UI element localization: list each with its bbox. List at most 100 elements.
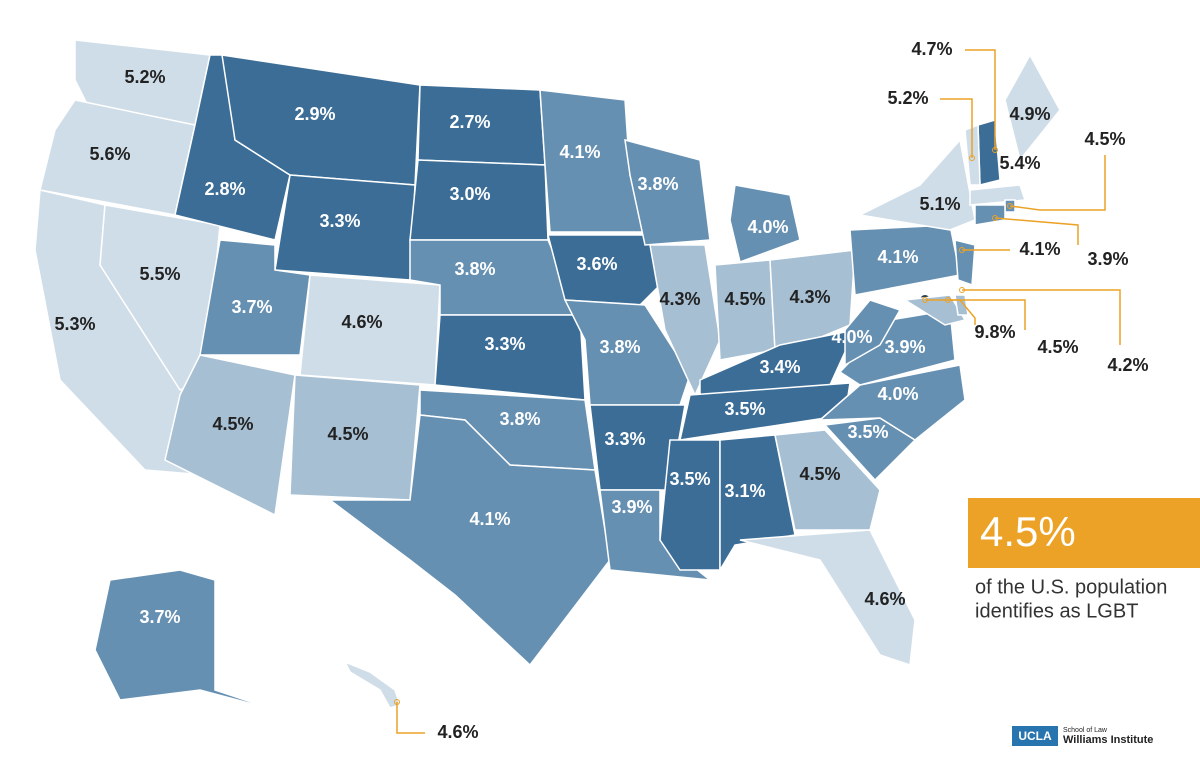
state-label: 3.9%: [611, 497, 652, 517]
leader-dot: [1007, 203, 1013, 209]
state-label: 4.3%: [659, 289, 700, 309]
state-label: 3.3%: [604, 429, 645, 449]
state-label: 3.7%: [231, 297, 272, 317]
summary-text: identifies as LGBT: [975, 600, 1138, 622]
state: [659, 439, 721, 571]
state-label: 2.9%: [294, 104, 335, 124]
state-label: 3.8%: [637, 174, 678, 194]
state: [977, 119, 1001, 186]
state-label: 4.0%: [747, 217, 788, 237]
state-label: 5.6%: [89, 144, 130, 164]
state-label: 4.5%: [212, 414, 253, 434]
state-label: 4.9%: [1009, 104, 1050, 124]
state-label: 4.1%: [877, 247, 918, 267]
state-label: 3.9%: [884, 337, 925, 357]
state-label: 4.2%: [1107, 355, 1148, 375]
state-label: 3.5%: [669, 469, 710, 489]
state: [902, 294, 967, 326]
state-label: 3.1%: [724, 481, 765, 501]
state-label: 3.3%: [484, 334, 525, 354]
state: [649, 244, 721, 397]
leader-dot: [922, 297, 928, 303]
state: [714, 259, 776, 361]
state: [969, 184, 1027, 206]
state-label: 5.4%: [999, 153, 1040, 173]
state-label: 4.1%: [1019, 239, 1060, 259]
state: [954, 294, 969, 316]
state: [729, 184, 801, 263]
state-label: 5.2%: [124, 67, 165, 87]
state-label: 3.8%: [499, 409, 540, 429]
state-label: 5.3%: [54, 314, 95, 334]
summary-text: of the U.S. population: [975, 576, 1167, 598]
state: [699, 328, 857, 396]
state-label: 3.3%: [319, 211, 360, 231]
leader-line: [925, 299, 976, 325]
state-label: 4.6%: [864, 589, 905, 609]
state-label: 4.3%: [789, 287, 830, 307]
state-label: 5.1%: [919, 194, 960, 214]
state-label: 9.8%: [974, 322, 1015, 342]
summary-value: 4.5%: [980, 508, 1076, 555]
state-label: 4.0%: [877, 384, 918, 404]
logo-box: [1012, 726, 1058, 746]
state-label: 4.1%: [559, 142, 600, 162]
state-label: 4.7%: [911, 39, 952, 59]
leader-line: [1009, 155, 1106, 211]
state: [857, 138, 976, 231]
state-label: 3.5%: [724, 399, 765, 419]
leader-line: [940, 98, 973, 158]
state-label: 2.7%: [449, 112, 490, 132]
leader-line: [396, 702, 425, 734]
state: [1004, 53, 1061, 162]
state-label: 4.5%: [799, 464, 840, 484]
leader-dot: [959, 287, 965, 293]
state-label: 4.6%: [437, 722, 478, 742]
state-label: 3.4%: [759, 357, 800, 377]
state-label: 4.5%: [1084, 129, 1125, 149]
state-label: 4.5%: [1037, 337, 1078, 357]
leader-line: [962, 289, 1121, 345]
leader-line: [965, 49, 996, 150]
state-label: 4.5%: [327, 424, 368, 444]
leader-line: [948, 299, 1026, 330]
state: [434, 314, 586, 401]
state-label: 2.8%: [204, 179, 245, 199]
state-label: 4.5%: [724, 289, 765, 309]
state-label: 4.6%: [341, 312, 382, 332]
state-label: 5.2%: [887, 88, 928, 108]
state: [39, 99, 196, 216]
leader-dot: [959, 247, 965, 253]
state-label: 3.6%: [576, 254, 617, 274]
leader-dot: [992, 147, 998, 153]
state: [547, 234, 666, 306]
state-label: 3.5%: [847, 422, 888, 442]
leader-dot: [394, 699, 400, 705]
logo-mark: UCLA: [1018, 729, 1052, 743]
summary-box: [968, 498, 1200, 568]
state-label: 4.0%: [831, 327, 872, 347]
state: [94, 569, 276, 711]
state-label: 5.5%: [139, 264, 180, 284]
state: [624, 138, 711, 246]
state-label: 3.7%: [139, 607, 180, 627]
state-label: 4.1%: [469, 509, 510, 529]
leader-dot: [945, 297, 951, 303]
state: [954, 239, 976, 287]
state: [774, 429, 881, 531]
leader-dot: [969, 155, 975, 161]
state-label: 3.8%: [599, 337, 640, 357]
state: [164, 354, 296, 517]
leader-dot: [992, 215, 998, 221]
state: [844, 299, 902, 367]
state: [974, 204, 1006, 226]
leader-line: [994, 217, 1079, 245]
logo-institute: Williams Institute: [1063, 734, 1153, 746]
state: [327, 414, 611, 667]
state-label: 3.0%: [449, 184, 490, 204]
state-label: 3.8%: [454, 259, 495, 279]
state-label: 3.9%: [1087, 249, 1128, 269]
logo-school: School of Law: [1063, 727, 1108, 734]
